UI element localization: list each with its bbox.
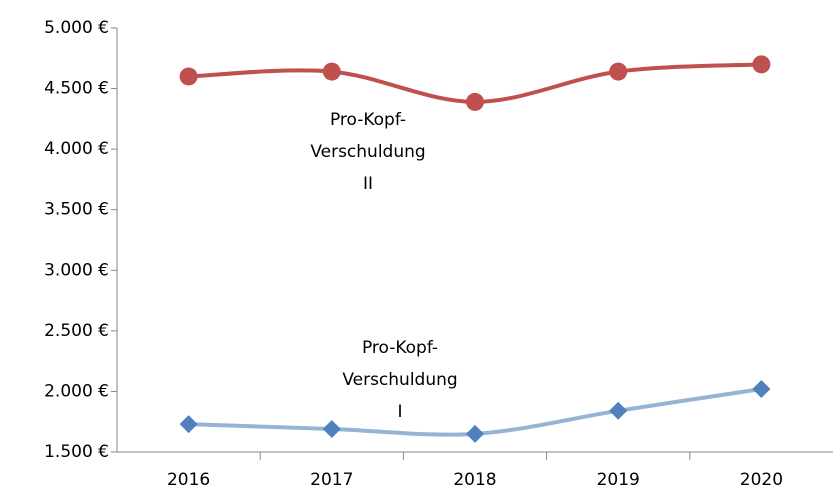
y-tick-label: 3.000 €	[44, 260, 109, 280]
series-label: Pro-Kopf-	[330, 110, 406, 130]
y-tick-label: 4.500 €	[44, 79, 109, 99]
marker	[466, 424, 484, 443]
marker	[609, 62, 628, 81]
series-label: II	[363, 174, 373, 194]
y-tick-label: 4.000 €	[44, 139, 109, 159]
marker	[609, 401, 628, 420]
series-label: Verschuldung	[342, 370, 457, 390]
y-tick-label: 2.500 €	[44, 321, 109, 341]
marker	[752, 380, 771, 399]
marker	[179, 415, 198, 434]
x-tick-label: 2016	[167, 470, 210, 490]
y-tick-label: 3.500 €	[44, 200, 109, 220]
x-tick-label: 2017	[310, 470, 353, 490]
x-tick-label: 2018	[453, 470, 496, 490]
marker	[752, 55, 771, 74]
series-label: Verschuldung	[310, 142, 425, 162]
y-tick-label: 5.000 €	[44, 18, 109, 38]
marker	[179, 67, 198, 86]
x-tick-label: 2020	[740, 470, 783, 490]
marker	[322, 62, 341, 81]
marker	[466, 92, 484, 111]
y-tick-label: 1.500 €	[44, 442, 109, 462]
series-label: Pro-Kopf-	[362, 338, 438, 358]
x-tick-label: 2019	[597, 470, 640, 490]
series-label: I	[397, 402, 402, 422]
marker	[322, 419, 341, 438]
y-tick-label: 2.000 €	[44, 381, 109, 401]
